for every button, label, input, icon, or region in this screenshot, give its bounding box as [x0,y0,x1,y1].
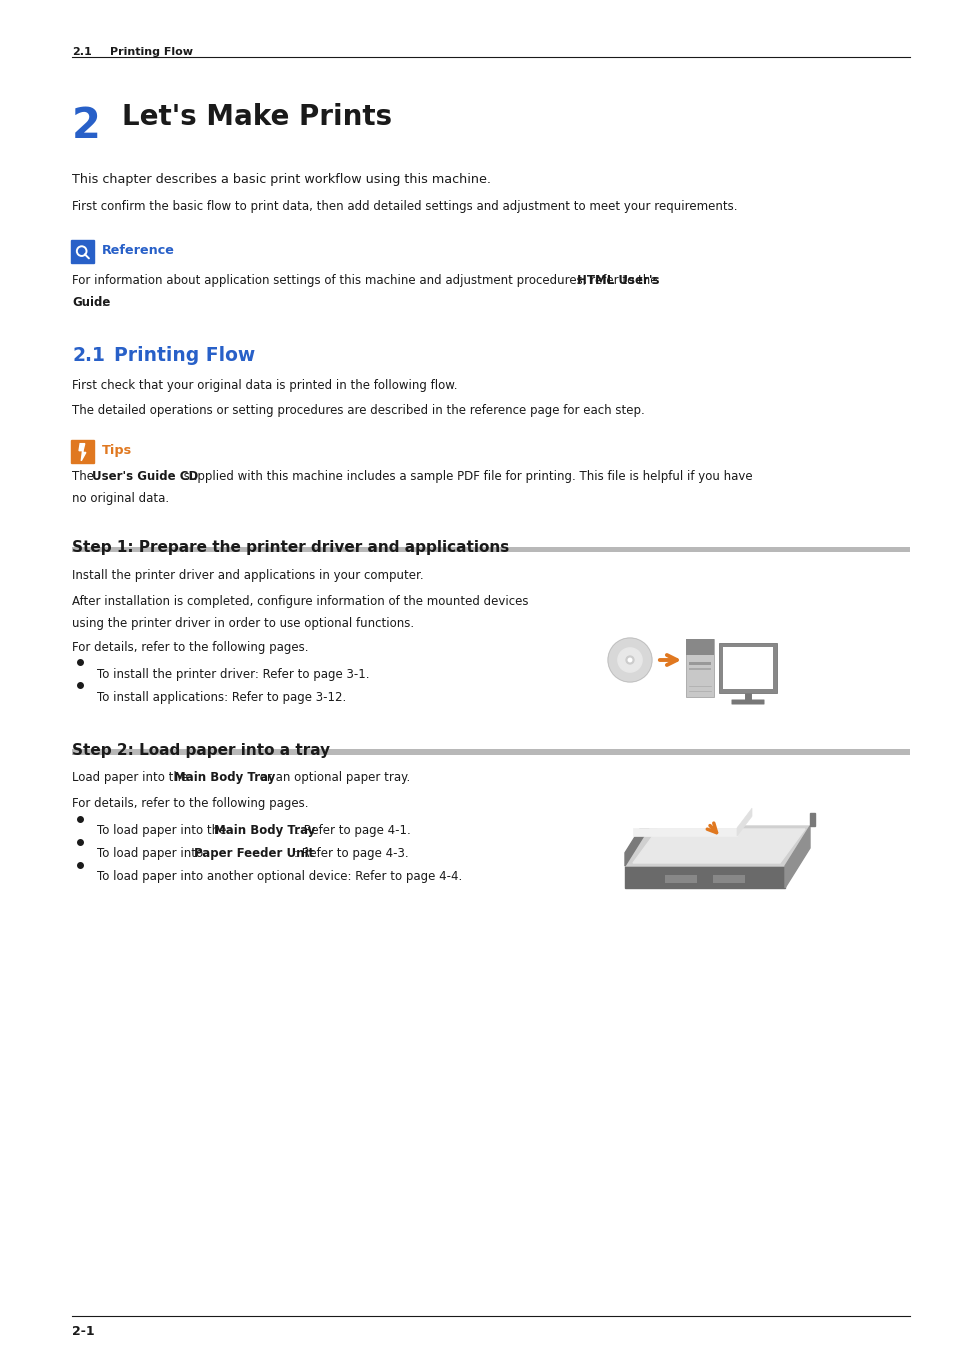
Circle shape [625,657,634,663]
Polygon shape [809,813,814,825]
Polygon shape [633,828,737,836]
Text: To load paper into the: To load paper into the [97,824,230,838]
Text: To load paper into another optional device: Refer to page 4-4.: To load paper into another optional devi… [97,870,462,884]
Text: Guide: Guide [71,296,111,309]
Polygon shape [624,813,649,866]
Text: 2: 2 [71,105,101,147]
Text: To install the printer driver: Refer to page 3-1.: To install the printer driver: Refer to … [97,667,369,681]
Text: For information about application settings of this machine and adjustment proced: For information about application settin… [71,274,660,286]
Text: For details, refer to the following pages.: For details, refer to the following page… [71,640,308,654]
Text: The: The [71,470,97,484]
Text: The detailed operations or setting procedures are described in the reference pag: The detailed operations or setting proce… [71,404,644,417]
Bar [71,547,909,553]
Text: 2.1: 2.1 [71,47,91,57]
Polygon shape [633,808,751,828]
Polygon shape [624,825,809,866]
Text: Printing Flow: Printing Flow [113,346,255,365]
Circle shape [618,648,641,671]
Text: First confirm the basic flow to print data, then add detailed settings and adjus: First confirm the basic flow to print da… [71,200,737,213]
Bar [719,643,776,693]
Bar [712,875,744,882]
Text: Let's Make Prints: Let's Make Prints [122,103,392,131]
Bar [71,748,909,754]
Text: This chapter describes a basic print workflow using this machine.: This chapter describes a basic print wor… [71,173,491,186]
Text: Main Body Tray: Main Body Tray [173,771,275,784]
Text: supplied with this machine includes a sample PDF file for printing. This file is: supplied with this machine includes a sa… [180,470,752,484]
Text: Main Body Tray: Main Body Tray [214,824,315,838]
Bar [688,662,710,665]
Text: or an optional paper tray.: or an optional paper tray. [255,771,410,784]
Polygon shape [79,443,86,461]
Text: : Refer to page 4-1.: : Refer to page 4-1. [296,824,411,838]
Text: HTML User's: HTML User's [577,274,659,286]
Polygon shape [624,866,784,888]
Polygon shape [737,808,751,836]
Polygon shape [633,830,804,863]
Text: Step 1: Prepare the printer driver and applications: Step 1: Prepare the printer driver and a… [71,540,509,555]
FancyBboxPatch shape [731,700,763,704]
Text: Reference: Reference [102,245,174,257]
Text: For details, refer to the following pages.: For details, refer to the following page… [71,797,308,811]
Text: After installation is completed, configure information of the mounted devices: After installation is completed, configu… [71,594,528,608]
Text: 2.1: 2.1 [71,346,105,365]
Text: To load paper into: To load paper into [97,847,207,861]
Text: Paper Feeder Unit: Paper Feeder Unit [193,847,314,861]
FancyBboxPatch shape [71,440,95,465]
Bar [685,639,713,655]
Bar [722,647,772,689]
Bar [664,875,697,882]
FancyBboxPatch shape [71,239,95,265]
Text: 2-1: 2-1 [71,1325,94,1337]
Text: Step 2: Load paper into a tray: Step 2: Load paper into a tray [71,743,330,758]
Text: .: . [101,296,105,309]
Text: First check that your original data is printed in the following flow.: First check that your original data is p… [71,380,457,392]
Bar [685,639,713,697]
Text: Install the printer driver and applications in your computer.: Install the printer driver and applicati… [71,569,423,581]
Text: User's Guide CD: User's Guide CD [92,470,198,484]
Text: : Refer to page 4-3.: : Refer to page 4-3. [294,847,408,861]
Text: using the printer driver in order to use optional functions.: using the printer driver in order to use… [71,616,414,630]
Bar [688,667,710,670]
Text: To install applications: Refer to page 3-12.: To install applications: Refer to page 3… [97,690,346,704]
Text: no original data.: no original data. [71,492,169,505]
Text: Printing Flow: Printing Flow [110,47,193,57]
Circle shape [628,658,631,662]
Polygon shape [784,825,809,888]
Circle shape [607,638,651,682]
Text: Tips: Tips [102,444,132,457]
Text: Load paper into the: Load paper into the [71,771,192,784]
